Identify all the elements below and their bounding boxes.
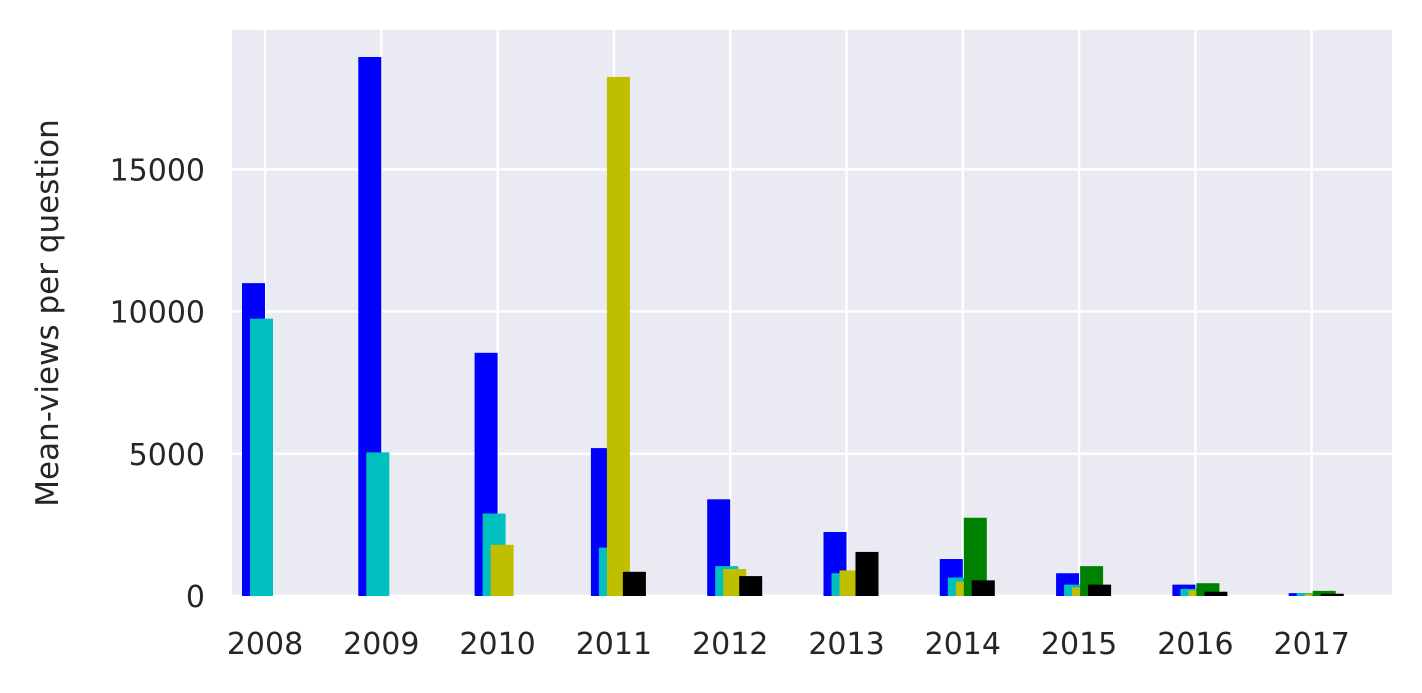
bar-series5-2014 bbox=[971, 580, 995, 596]
y-tick-label-10000: 10000 bbox=[110, 296, 205, 331]
y-axis-label: Mean-views per question bbox=[30, 119, 66, 507]
x-tick-label-2013: 2013 bbox=[808, 627, 884, 662]
bar-series3-2011 bbox=[606, 76, 630, 597]
bar-series2-2009 bbox=[366, 452, 390, 596]
x-tick-label-2012: 2012 bbox=[692, 627, 768, 662]
bar-series2-2008 bbox=[250, 318, 273, 596]
bar-series5-2015 bbox=[1088, 584, 1112, 596]
x-tick-label-2014: 2014 bbox=[925, 627, 1001, 662]
bar-series3-2010 bbox=[490, 544, 514, 596]
plot-area bbox=[232, 30, 1392, 596]
bar-series5-2012 bbox=[739, 576, 763, 596]
bar-series5-2016 bbox=[1204, 591, 1228, 596]
y-tick-label-0: 0 bbox=[186, 580, 205, 615]
bar-series5-2011 bbox=[622, 571, 646, 596]
x-tick-label-2010: 2010 bbox=[459, 627, 535, 662]
x-tick-label-2009: 2009 bbox=[343, 627, 419, 662]
y-tick-label-5000: 5000 bbox=[129, 438, 205, 473]
x-tick-label-2011: 2011 bbox=[576, 627, 652, 662]
y-tick-labels: 0 5000 10000 15000 bbox=[110, 153, 205, 615]
grid bbox=[232, 30, 1392, 598]
bar-series5-2013 bbox=[855, 551, 879, 596]
x-tick-labels: 2008 2009 2010 2011 2012 2013 2014 2015 2016 2017 bbox=[227, 627, 1350, 662]
x-tick-label-2016: 2016 bbox=[1157, 627, 1233, 662]
x-tick-label-2008: 2008 bbox=[227, 627, 303, 662]
bar-series4-2014 bbox=[963, 517, 987, 596]
bar-series4-2017 bbox=[1312, 590, 1336, 596]
x-tick-label-2017: 2017 bbox=[1274, 627, 1350, 662]
bars bbox=[242, 57, 1344, 597]
x-tick-label-2015: 2015 bbox=[1041, 627, 1117, 662]
bar-series5-2017 bbox=[1320, 593, 1344, 596]
y-tick-label-15000: 15000 bbox=[110, 153, 205, 188]
